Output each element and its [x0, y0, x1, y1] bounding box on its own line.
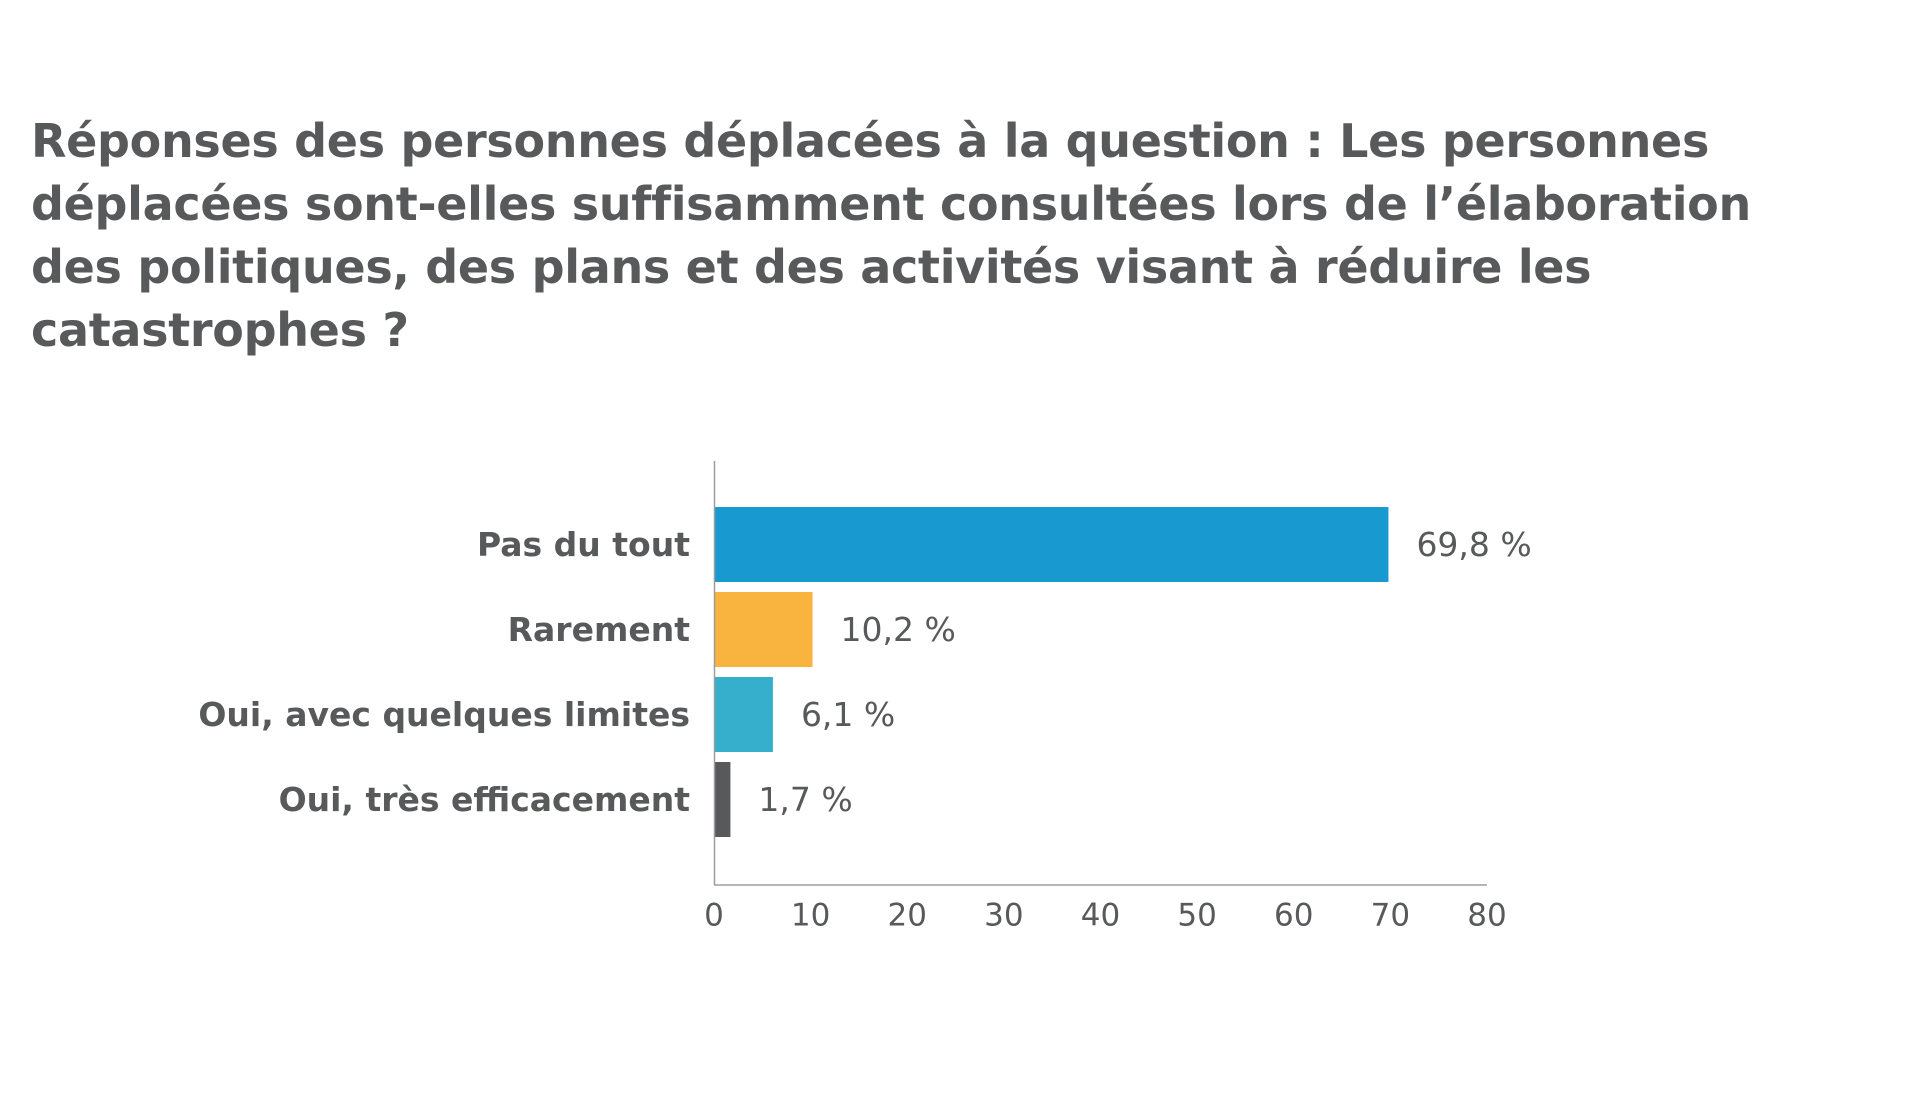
category-label: Oui, avec quelques limites [198, 695, 690, 734]
x-tick-label: 50 [1177, 897, 1216, 933]
category-label: Oui, très efficacement [279, 780, 691, 819]
category-label: Rarement [508, 610, 691, 649]
x-tick-label: 80 [1467, 897, 1506, 933]
data-label: 69,8 % [1416, 525, 1531, 564]
bar-4 [714, 762, 731, 837]
data-label: 1,7 % [758, 780, 852, 819]
chart-title: Réponses des personnes déplacées à la qu… [31, 114, 1751, 357]
x-tick-label: 40 [1081, 897, 1120, 933]
x-tick-label: 60 [1274, 897, 1313, 933]
x-tick-label: 30 [984, 897, 1023, 933]
data-label: 10,2 % [841, 610, 956, 649]
bar-3 [714, 677, 773, 752]
x-tick-label: 20 [888, 897, 927, 933]
bar-2 [714, 592, 813, 667]
x-tick-label: 70 [1371, 897, 1410, 933]
x-tick-label: 0 [704, 897, 724, 933]
x-axis-ticks: 0 10 20 30 40 50 60 70 80 [704, 897, 1507, 933]
labels-layer: Pas du tout 69,8 % Rarement 10,2 % Oui, avec… [198, 525, 1531, 819]
bar-1 [714, 507, 1389, 582]
bars-layer [714, 507, 1389, 837]
category-label: Pas du tout [477, 525, 690, 564]
x-tick-label: 10 [791, 897, 830, 933]
data-label: 6,1 % [801, 695, 895, 734]
